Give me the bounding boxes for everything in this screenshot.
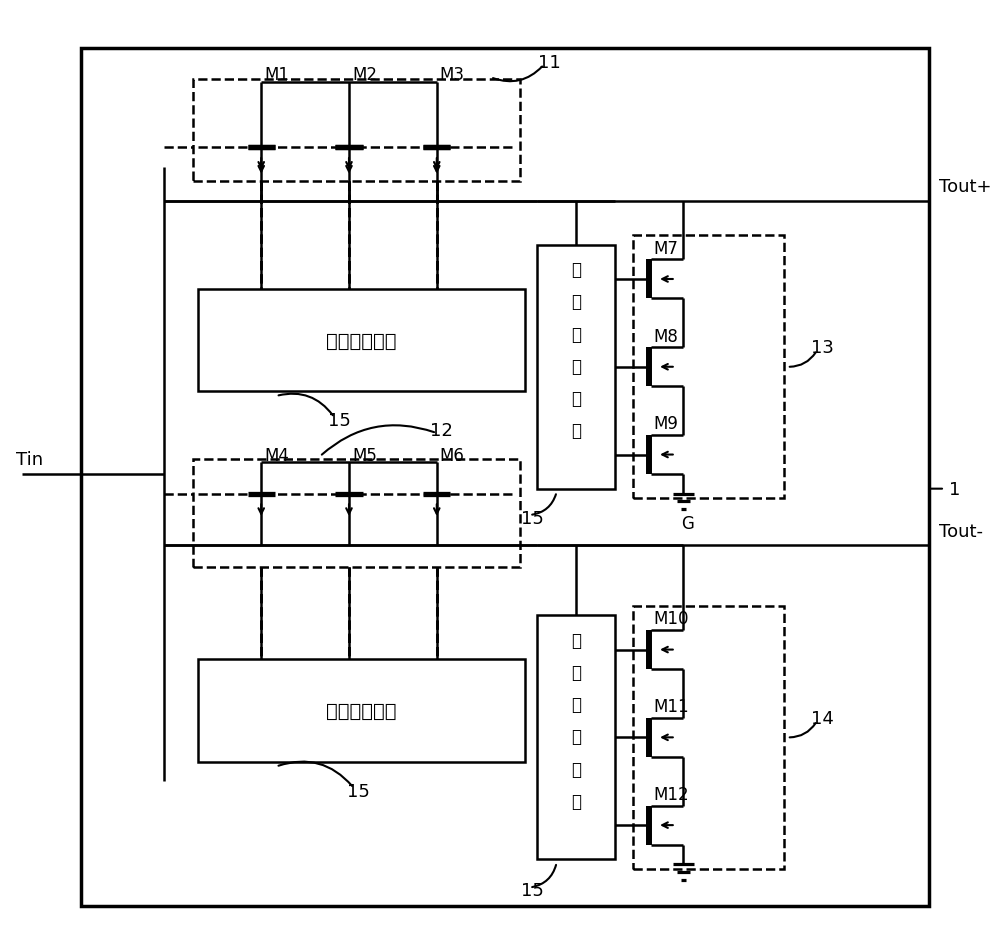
- Text: M8: M8: [653, 327, 678, 346]
- Bar: [198, 289, 525, 391]
- Bar: [633, 606, 784, 869]
- Bar: [193, 80, 520, 182]
- Bar: [537, 616, 615, 860]
- Text: M7: M7: [653, 240, 678, 257]
- Bar: [198, 660, 525, 762]
- Text: 单: 单: [571, 760, 581, 778]
- Text: 阻: 阻: [571, 357, 581, 375]
- Text: 电: 电: [571, 696, 581, 713]
- Text: 底: 底: [571, 293, 581, 311]
- Text: 15: 15: [521, 882, 544, 900]
- Text: M11: M11: [653, 698, 689, 715]
- Text: 单: 单: [571, 389, 581, 407]
- Text: 阻: 阻: [571, 727, 581, 745]
- Text: M3: M3: [440, 66, 465, 84]
- Text: M4: M4: [264, 446, 289, 464]
- Text: 元: 元: [571, 792, 581, 810]
- Text: Tout+: Tout+: [939, 178, 992, 196]
- Text: 衬: 衬: [571, 631, 581, 649]
- Text: M1: M1: [264, 66, 289, 84]
- Text: 11: 11: [538, 53, 560, 71]
- Text: 15: 15: [347, 783, 370, 800]
- Text: 衬底电阻单元: 衬底电阻单元: [326, 702, 396, 721]
- Bar: [537, 246, 615, 489]
- Text: M2: M2: [352, 66, 377, 84]
- Text: M9: M9: [653, 415, 678, 433]
- Bar: [81, 49, 929, 906]
- Text: 12: 12: [430, 422, 453, 440]
- Text: G: G: [681, 514, 694, 532]
- Text: Tout-: Tout-: [939, 522, 983, 540]
- Text: 衬: 衬: [571, 261, 581, 279]
- Bar: [193, 460, 520, 567]
- Text: 衬底电阻单元: 衬底电阻单元: [326, 331, 396, 350]
- Text: 元: 元: [571, 422, 581, 440]
- Text: Tin: Tin: [16, 451, 44, 469]
- Text: 电: 电: [571, 326, 581, 344]
- Text: M10: M10: [653, 609, 689, 627]
- Bar: [633, 236, 784, 499]
- Text: 底: 底: [571, 664, 581, 682]
- Text: 14: 14: [811, 709, 833, 727]
- Text: M6: M6: [440, 446, 465, 464]
- Text: M5: M5: [352, 446, 377, 464]
- Text: 15: 15: [328, 412, 351, 430]
- Text: 13: 13: [811, 339, 833, 357]
- Text: M12: M12: [653, 785, 689, 803]
- Text: 15: 15: [521, 509, 544, 527]
- Text: 1: 1: [949, 480, 960, 498]
